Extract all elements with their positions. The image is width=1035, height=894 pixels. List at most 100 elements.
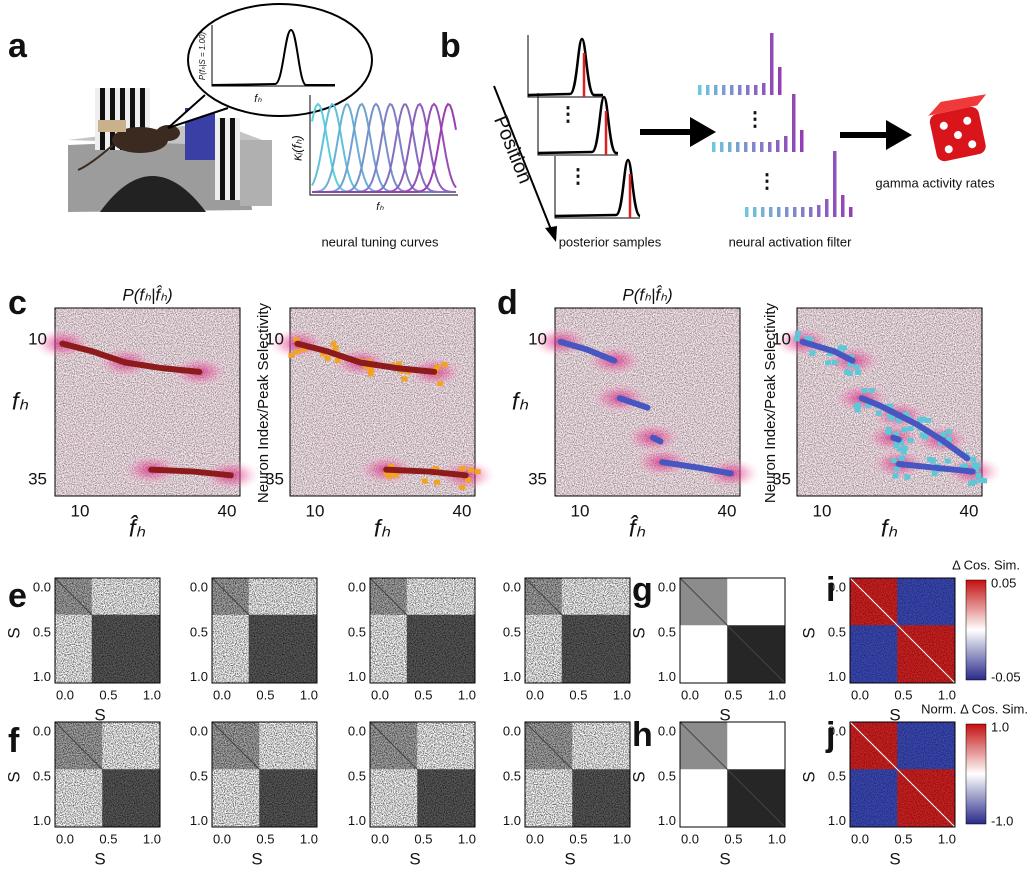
sample-dot bbox=[971, 479, 978, 485]
filter-bar bbox=[833, 151, 837, 217]
sample-dot bbox=[970, 456, 977, 462]
sample-dot bbox=[434, 479, 441, 485]
sample-dot bbox=[945, 429, 952, 435]
x-tick-label: 1.0 bbox=[768, 687, 786, 702]
x-tick-label: 0.5 bbox=[414, 687, 432, 702]
sample-dot bbox=[392, 472, 399, 478]
position-arrow bbox=[493, 85, 553, 233]
block bbox=[240, 140, 272, 206]
filter-bar bbox=[809, 207, 813, 217]
x-tick-label: 0.5 bbox=[724, 831, 742, 846]
caption: posterior samples bbox=[559, 234, 662, 249]
y-label: S bbox=[799, 771, 818, 782]
sample-dot bbox=[853, 364, 860, 370]
sample-dot bbox=[825, 360, 832, 366]
filter-bar bbox=[722, 85, 726, 95]
sample-dot bbox=[854, 407, 861, 413]
sample-dot bbox=[861, 387, 868, 393]
x-tick-label: 0.0 bbox=[526, 831, 544, 846]
diagonal bbox=[679, 577, 786, 684]
panel-label: e bbox=[8, 577, 27, 615]
y-tick-label: 0.5 bbox=[190, 624, 208, 639]
sample-dot bbox=[974, 462, 981, 468]
y-label: Neuron Index/Peak Selectivity bbox=[762, 302, 779, 503]
panel-label: h bbox=[632, 716, 653, 754]
sample-dot bbox=[901, 445, 908, 451]
x-label: S bbox=[889, 849, 900, 868]
x-label: S bbox=[889, 705, 900, 724]
sample-dot bbox=[945, 436, 952, 442]
colorbar-label: Δ Cos. Sim. bbox=[952, 557, 1020, 572]
panel-label: i bbox=[826, 571, 835, 609]
sample-dot bbox=[383, 470, 390, 476]
colorbar-label: Norm. Δ Cos. Sim. bbox=[921, 701, 1028, 716]
colorbar-tick: -0.05 bbox=[991, 669, 1021, 684]
y-tick-label: 35 bbox=[265, 469, 284, 488]
y-tick-label: 0.5 bbox=[658, 768, 676, 783]
filter-bar bbox=[754, 85, 758, 95]
sample-dot bbox=[294, 349, 301, 355]
x-tick-label: 0.0 bbox=[851, 687, 869, 702]
y-label: fₕ bbox=[512, 388, 529, 415]
sample-dot bbox=[794, 330, 801, 336]
x-label: fₕ bbox=[376, 201, 384, 213]
curve bbox=[616, 395, 651, 411]
sample-dot bbox=[804, 335, 811, 341]
big-arrow bbox=[840, 120, 912, 150]
sample-dot bbox=[893, 431, 900, 437]
diagonal bbox=[849, 577, 956, 684]
curve bbox=[650, 434, 664, 445]
caption: gamma activity rates bbox=[875, 175, 995, 190]
x-tick-label: 1.0 bbox=[300, 687, 318, 702]
matrix-frame bbox=[524, 577, 631, 684]
tuning-curve bbox=[312, 102, 457, 193]
matrix-frame bbox=[849, 577, 956, 684]
panel-label: c bbox=[8, 284, 27, 322]
posterior bbox=[537, 95, 618, 155]
filter-bar bbox=[761, 207, 765, 217]
y-tick-label: 0.0 bbox=[503, 723, 521, 738]
matrix-frame bbox=[211, 721, 318, 828]
ellipsis: ⋮ bbox=[745, 108, 765, 130]
y-tick-label: 1.0 bbox=[658, 669, 676, 684]
y-tick-label: 0.0 bbox=[503, 579, 521, 594]
x-tick-label: 0.5 bbox=[414, 831, 432, 846]
pip bbox=[968, 140, 977, 149]
sample-dot bbox=[931, 471, 938, 477]
y-tick-label: 1.0 bbox=[348, 813, 366, 828]
filter-bar bbox=[825, 199, 829, 217]
sample-dot bbox=[395, 361, 402, 367]
pip bbox=[963, 116, 972, 125]
y-label: κᵢ(fₕ) bbox=[289, 135, 304, 161]
sample-dot bbox=[288, 352, 295, 358]
bubble-curve bbox=[211, 28, 335, 86]
x-label: fₕ bbox=[881, 515, 898, 542]
sample-dot bbox=[474, 469, 481, 475]
x-tick-label: 10 bbox=[571, 501, 590, 520]
y-tick-label: 10 bbox=[528, 329, 547, 348]
x-label: f̂ₕ bbox=[129, 514, 146, 542]
sample-dot bbox=[464, 477, 471, 483]
die bbox=[928, 94, 987, 162]
filter-bar bbox=[777, 207, 781, 217]
y-tick-label: 0.5 bbox=[658, 624, 676, 639]
filter-bar bbox=[720, 142, 724, 152]
sample-dot bbox=[890, 458, 897, 464]
diagonal bbox=[369, 721, 476, 828]
y-tick-label: 10 bbox=[28, 329, 47, 348]
filter-bar bbox=[714, 85, 718, 95]
sample-dot bbox=[401, 376, 408, 382]
posterior bbox=[527, 37, 603, 97]
curve bbox=[294, 340, 438, 375]
sample-dot bbox=[827, 351, 834, 357]
sample-dot bbox=[868, 388, 875, 394]
sample-dot bbox=[367, 371, 374, 377]
sample-dot bbox=[893, 466, 900, 472]
panel-label: a bbox=[8, 27, 28, 65]
y-tick-label: 1.0 bbox=[348, 669, 366, 684]
x-label: S bbox=[94, 705, 105, 724]
filter-bar bbox=[698, 85, 702, 95]
y-tick-label: 35 bbox=[772, 469, 791, 488]
arrow-head bbox=[545, 226, 557, 242]
